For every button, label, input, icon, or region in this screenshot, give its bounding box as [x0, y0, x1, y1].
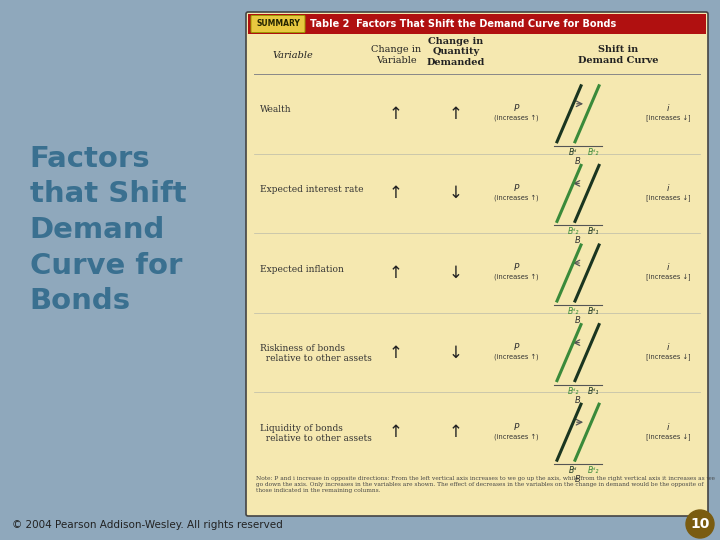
- Text: ↑: ↑: [389, 343, 403, 362]
- Text: relative to other assets: relative to other assets: [260, 354, 372, 363]
- Text: ↑: ↑: [449, 105, 463, 123]
- Text: B: B: [575, 157, 581, 166]
- Text: 10: 10: [690, 517, 710, 531]
- Text: Liquidity of bonds: Liquidity of bonds: [260, 424, 343, 433]
- Text: P: P: [513, 104, 518, 113]
- Text: (increases ↑): (increases ↑): [494, 274, 539, 280]
- Text: relative to other assets: relative to other assets: [260, 434, 372, 443]
- Text: i: i: [667, 343, 670, 352]
- Text: Change in
Quantity
Demanded: Change in Quantity Demanded: [427, 37, 485, 67]
- Text: (increases ↑): (increases ↑): [494, 114, 539, 121]
- Text: Note: P and i increase in opposite directions: From the left vertical axis incre: Note: P and i increase in opposite direc…: [256, 476, 715, 492]
- Text: i: i: [667, 184, 670, 193]
- Bar: [248, 14, 706, 34]
- Text: P: P: [513, 423, 518, 431]
- Text: P: P: [513, 343, 518, 352]
- Text: [increases ↓]: [increases ↓]: [646, 433, 690, 440]
- Text: Bᵈ: Bᵈ: [569, 148, 577, 157]
- Text: ↓: ↓: [449, 184, 463, 202]
- Text: Riskiness of bonds: Riskiness of bonds: [260, 344, 345, 353]
- Text: Bᵈ₂: Bᵈ₂: [567, 307, 579, 316]
- Text: [increases ↓]: [increases ↓]: [646, 353, 690, 360]
- Text: ↑: ↑: [389, 184, 403, 202]
- Text: [increases ↓]: [increases ↓]: [646, 194, 690, 201]
- Text: ↑: ↑: [449, 423, 463, 441]
- Text: Bᵈ₁: Bᵈ₁: [588, 387, 599, 396]
- Text: Factors
that Shift
Demand
Curve for
Bonds: Factors that Shift Demand Curve for Bond…: [30, 145, 186, 315]
- Text: (increases ↑): (increases ↑): [494, 433, 539, 440]
- Text: ↑: ↑: [389, 264, 403, 282]
- Text: i: i: [667, 264, 670, 273]
- Text: SUMMARY: SUMMARY: [256, 19, 300, 29]
- Text: Variable: Variable: [273, 51, 313, 59]
- Text: B: B: [575, 316, 581, 325]
- Text: Bᵈ₂: Bᵈ₂: [567, 227, 579, 237]
- Text: Wealth: Wealth: [260, 105, 292, 114]
- Circle shape: [686, 510, 714, 538]
- Text: Bᵈ: Bᵈ: [569, 466, 577, 475]
- Text: Bᵈ₂: Bᵈ₂: [588, 466, 599, 475]
- Text: [increases ↓]: [increases ↓]: [646, 114, 690, 121]
- Text: (increases ↑): (increases ↑): [494, 194, 539, 201]
- Text: B: B: [575, 396, 581, 404]
- Text: (increases ↑): (increases ↑): [494, 353, 539, 360]
- Text: ↑: ↑: [389, 423, 403, 441]
- Text: P: P: [513, 184, 518, 193]
- Text: Shift in
Demand Curve: Shift in Demand Curve: [577, 45, 658, 65]
- Text: Bᵈ₁: Bᵈ₁: [588, 227, 599, 237]
- Text: i: i: [667, 104, 670, 113]
- Text: Expected interest rate: Expected interest rate: [260, 185, 364, 194]
- Text: [increases ↓]: [increases ↓]: [646, 274, 690, 280]
- Text: i: i: [667, 423, 670, 431]
- Text: P: P: [513, 264, 518, 273]
- Text: Bᵈ₂: Bᵈ₂: [588, 148, 599, 157]
- Text: ↑: ↑: [389, 105, 403, 123]
- Text: ↓: ↓: [449, 343, 463, 362]
- Text: B: B: [575, 237, 581, 245]
- FancyBboxPatch shape: [246, 12, 708, 516]
- Text: Change in
Variable: Change in Variable: [371, 45, 421, 65]
- Text: © 2004 Pearson Addison-Wesley. All rights reserved: © 2004 Pearson Addison-Wesley. All right…: [12, 520, 283, 530]
- Text: Table 2  Factors That Shift the Demand Curve for Bonds: Table 2 Factors That Shift the Demand Cu…: [310, 19, 616, 29]
- FancyBboxPatch shape: [251, 16, 305, 32]
- Text: Bᵈ₂: Bᵈ₂: [567, 387, 579, 396]
- Text: Expected inflation: Expected inflation: [260, 265, 344, 273]
- Text: B: B: [575, 475, 581, 484]
- Text: ↓: ↓: [449, 264, 463, 282]
- Text: Bᵈ₁: Bᵈ₁: [588, 307, 599, 316]
